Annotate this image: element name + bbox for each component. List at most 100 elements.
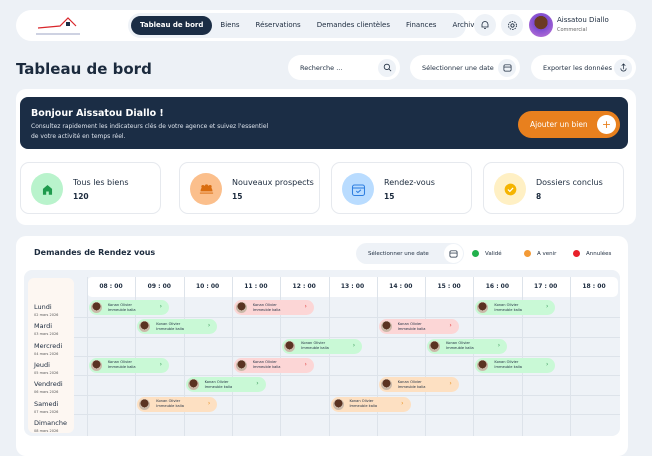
main-nav: Tableau de bord Biens Réservations Deman… bbox=[128, 13, 491, 38]
property-name: Immeuble kalia bbox=[494, 365, 522, 370]
time-slot-label: 17 : 00 bbox=[534, 283, 558, 290]
client-avatar bbox=[477, 302, 489, 313]
client-name: Konan Olivier bbox=[156, 321, 181, 326]
client-name: Konan Olivier bbox=[156, 399, 181, 403]
day-label: Vendredi 06 mars 2026 bbox=[34, 380, 63, 394]
overview-card: Bonjour Aissatou Diallo ! Consultez rapi… bbox=[16, 89, 636, 225]
client-avatar bbox=[477, 359, 489, 371]
property-name: Immeuble kalia bbox=[446, 346, 474, 351]
chevron-right-icon: › bbox=[352, 341, 356, 349]
appointment-avenir[interactable]: Konan Olivier Immeuble kalia › bbox=[378, 377, 459, 393]
time-slot-label: 08 : 00 bbox=[99, 283, 123, 290]
calendar-icon[interactable] bbox=[444, 244, 463, 263]
stat-card[interactable]: Rendez-vous 15 bbox=[331, 162, 472, 214]
stat-value: 120 bbox=[73, 192, 89, 201]
stat-card[interactable]: Dossiers conclus 8 bbox=[483, 162, 624, 214]
chevron-right-icon: › bbox=[159, 303, 162, 310]
row-divider bbox=[74, 317, 620, 319]
day-label: Lundi 02 mars 2026 bbox=[34, 303, 58, 317]
user-avatar[interactable] bbox=[529, 13, 553, 37]
appointment-valide[interactable]: Konan Olivier Immeuble kalia › bbox=[427, 338, 508, 354]
schedule-date-picker[interactable]: Sélectionner une date bbox=[356, 243, 464, 264]
calendar-icon[interactable] bbox=[498, 58, 516, 77]
client-avatar bbox=[91, 359, 102, 371]
stat-label: Nouveaux prospects bbox=[232, 178, 314, 187]
row-divider bbox=[74, 413, 620, 415]
day-date: 06 mars 2026 bbox=[34, 390, 59, 395]
client-avatar bbox=[332, 398, 344, 410]
property-name: Immeuble kalia bbox=[397, 384, 426, 389]
day-name: Mardi bbox=[34, 322, 53, 331]
nav-archivages[interactable]: Archivages bbox=[452, 21, 492, 29]
add-property-button[interactable]: Ajouter un bien + bbox=[518, 111, 620, 138]
stat-label: Rendez-vous bbox=[384, 178, 435, 187]
search-box[interactable]: Recherche ... bbox=[288, 55, 400, 80]
client-avatar bbox=[139, 398, 151, 410]
export-button[interactable]: Exporter les données bbox=[531, 55, 636, 80]
client-avatar bbox=[91, 302, 102, 313]
notifications-button[interactable] bbox=[474, 14, 496, 36]
search-icon[interactable] bbox=[378, 58, 396, 77]
property-name: Immeuble kalia bbox=[156, 404, 184, 408]
appointment-annulee[interactable]: Konan Olivier Immeuble kalia › bbox=[233, 357, 314, 373]
appointment-avenir[interactable]: Konan Olivier Immeuble kalia › bbox=[330, 396, 411, 412]
property-name: Immeuble kalia bbox=[252, 307, 281, 312]
client-avatar bbox=[380, 321, 392, 333]
appointment-valide[interactable]: Konan Olivier Immeuble kalia › bbox=[89, 300, 169, 315]
appointment-valide[interactable]: Konan Olivier Immeuble kalia › bbox=[475, 357, 556, 373]
day-date: 03 mars 2026 bbox=[34, 332, 59, 337]
client-avatar bbox=[139, 321, 151, 333]
appointment-avenir[interactable]: Konan Olivier Immeuble kalia › bbox=[137, 396, 218, 412]
day-date: 04 mars 2026 bbox=[34, 351, 59, 356]
gear-icon bbox=[507, 20, 517, 30]
appointment-valide[interactable]: Konan Olivier Immeuble kalia › bbox=[282, 338, 363, 354]
appointment-annulee[interactable]: Konan Olivier Immeuble kalia › bbox=[233, 300, 314, 315]
nav-biens[interactable]: Biens bbox=[220, 21, 240, 29]
client-name: Konan Olivier bbox=[252, 360, 277, 365]
day-label: Mercredi 04 mars 2026 bbox=[34, 342, 62, 356]
day-label: Dimanche 08 mars 2026 bbox=[34, 419, 67, 433]
property-name: Immeuble kalia bbox=[301, 346, 329, 351]
time-slot-label: 14 : 00 bbox=[389, 283, 413, 290]
time-slot-label: 16 : 00 bbox=[485, 283, 510, 290]
appointment-valide[interactable]: Konan Olivier Immeuble kalia › bbox=[137, 319, 218, 335]
schedule-date-label: Sélectionner une date bbox=[368, 250, 429, 257]
client-name: Konan Olivier bbox=[301, 341, 326, 346]
nav-demandes-clienteles[interactable]: Demandes clientèles bbox=[316, 21, 391, 29]
day-date: 08 mars 2026 bbox=[34, 428, 59, 433]
property-name: Immeuble kalia bbox=[204, 384, 233, 389]
calendar-check-icon bbox=[342, 173, 374, 205]
settings-button[interactable] bbox=[501, 14, 523, 36]
client-name: Konan Olivier bbox=[108, 360, 132, 365]
agency-logo[interactable] bbox=[32, 14, 84, 38]
property-name: Immeuble kalia bbox=[156, 326, 184, 331]
client-avatar bbox=[284, 340, 296, 352]
date-picker[interactable]: Sélectionner une date bbox=[410, 55, 520, 80]
top-navbar: Tableau de bord Biens Réservations Deman… bbox=[16, 10, 636, 41]
appointment-annulee[interactable]: Konan Olivier Immeuble kalia › bbox=[378, 319, 459, 335]
property-name: Immeuble kalia bbox=[397, 326, 426, 331]
add-property-label: Ajouter un bien bbox=[530, 120, 588, 129]
user-name: Aissatou Diallo bbox=[557, 16, 609, 24]
day-name: Jeudi bbox=[34, 360, 50, 369]
nav-finances[interactable]: Finances bbox=[406, 21, 437, 29]
stat-card[interactable]: Nouveaux prospects 15 bbox=[179, 162, 320, 214]
nav-reservations[interactable]: Réservations bbox=[255, 21, 301, 29]
chevron-right-icon: › bbox=[207, 322, 211, 330]
plus-icon: + bbox=[597, 115, 616, 134]
legend-dot bbox=[472, 250, 479, 257]
legend-avenir: A venir bbox=[524, 250, 556, 257]
chevron-right-icon: › bbox=[159, 360, 162, 368]
time-slot-label: 13 : 00 bbox=[340, 283, 365, 290]
client-name: Konan Olivier bbox=[108, 302, 132, 307]
stat-card[interactable]: Tous les biens 120 bbox=[20, 162, 161, 214]
property-name: Immeuble kalia bbox=[494, 307, 522, 312]
stat-label: Tous les biens bbox=[73, 178, 129, 187]
appointment-valide[interactable]: Konan Olivier Immeuble kalia › bbox=[185, 377, 266, 393]
appointment-valide[interactable]: Konan Olivier Immeuble kalia › bbox=[475, 300, 556, 315]
appointment-valide[interactable]: Konan Olivier Immeuble kalia › bbox=[89, 357, 169, 373]
search-input[interactable]: Recherche ... bbox=[300, 63, 343, 72]
time-slot-label: 12 : 00 bbox=[292, 283, 316, 290]
nav-tableau-de-bord[interactable]: Tableau de bord bbox=[131, 16, 213, 35]
client-name: Konan Olivier bbox=[397, 379, 422, 384]
